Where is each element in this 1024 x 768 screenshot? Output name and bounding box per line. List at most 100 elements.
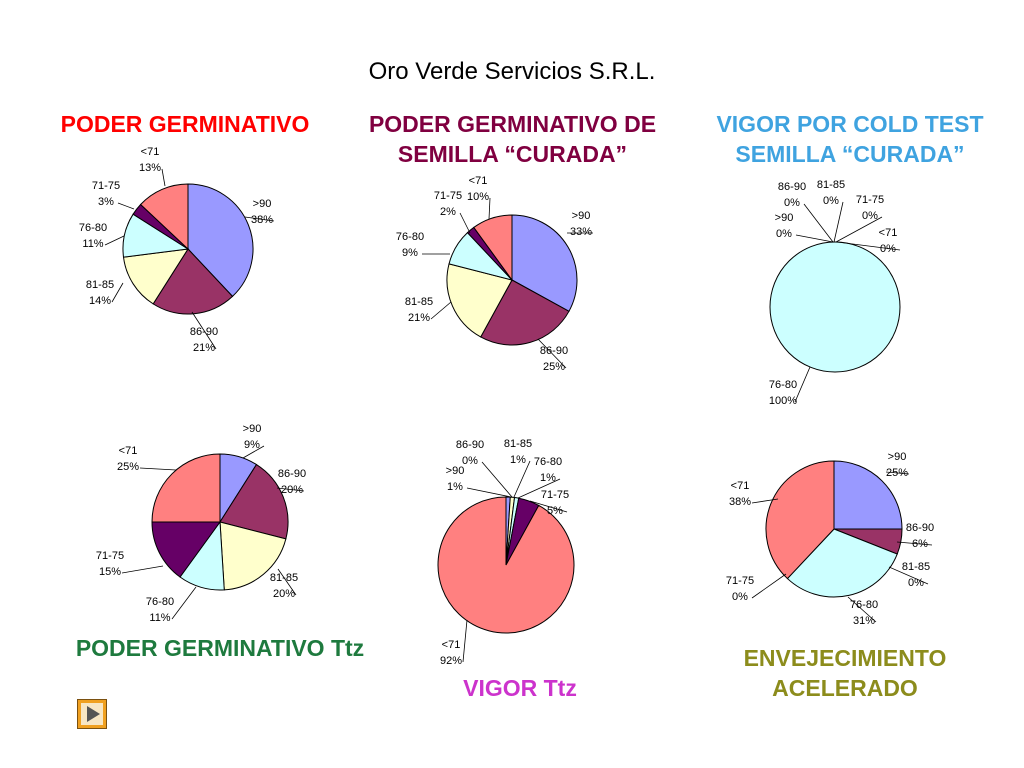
leader-line (121, 565, 164, 574)
slice-label-category: 71-75 (434, 190, 462, 202)
slice-label-percent: 2% (440, 206, 456, 218)
slice-label-percent: 6% (912, 538, 928, 550)
pie-slice-under-71 (139, 183, 189, 251)
slice-label-percent: 92% (440, 655, 462, 667)
next-slide-button[interactable] (77, 699, 107, 729)
chart-heading-poder-germinativo-ttz: PODER GERMINATIVO Ttz (75, 635, 365, 661)
pie-slice-over-90 (511, 214, 578, 312)
slice-label-category: <71 (442, 639, 461, 651)
slice-label-percent: 10% (467, 191, 489, 203)
slice-label-percent: 0% (732, 591, 748, 603)
leader-line (517, 478, 561, 499)
slice-label-category: 71-75 (96, 550, 124, 562)
slice-label-category: 86-90 (778, 181, 806, 193)
slice-label-category: 71-75 (92, 180, 120, 192)
page-title: Oro Verde Servicios S.R.L. (368, 58, 656, 85)
slice-label-category: >90 (243, 423, 262, 435)
slice-label-category: 76-80 (79, 222, 107, 234)
slice-label-category: 76-80 (850, 599, 878, 611)
slice-label-category: 81-85 (504, 438, 532, 450)
slice-label-percent: 11% (149, 612, 170, 624)
leader-line (191, 311, 217, 350)
slice-label-percent: 0% (880, 243, 896, 255)
slice-label-category: 76-80 (396, 231, 424, 243)
leader-line (794, 366, 811, 403)
slice-label-percent: 5% (547, 505, 563, 517)
slice-label-category: <71 (731, 480, 750, 492)
slice-label-percent: 100% (769, 395, 797, 407)
pie-slice-81-85 (219, 521, 287, 591)
leader-line (242, 445, 265, 459)
leader-line (481, 461, 513, 498)
slice-label-percent: 0% (776, 228, 792, 240)
slice-label-percent: 11% (82, 238, 103, 250)
slice-label-category: <71 (141, 146, 160, 158)
slice-label-percent: 38% (251, 214, 273, 226)
leader-line (117, 202, 135, 210)
slice-label-percent: 0% (784, 197, 800, 209)
slice-label-percent: 21% (408, 312, 430, 324)
slice-label-percent: 9% (244, 439, 260, 451)
leader-line (529, 500, 568, 513)
leader-line (161, 168, 166, 187)
play-icon (87, 706, 100, 722)
slice-label-category: >90 (253, 198, 272, 210)
pie-slice-76-80 (769, 241, 901, 373)
leader-line (488, 197, 491, 220)
pie-slice-over-90 (187, 183, 254, 298)
slice-label-category: 86-90 (278, 468, 306, 480)
slice-label-percent: 21% (193, 342, 215, 354)
leader-line (888, 566, 929, 585)
slice-label-percent: 38% (729, 496, 751, 508)
slice-label-percent: 0% (862, 210, 878, 222)
slice-label-percent: 25% (543, 361, 565, 373)
pie-slice-under-71 (151, 453, 221, 523)
slice-label-category: >90 (572, 210, 591, 222)
slice-label-category: 71-75 (541, 489, 569, 501)
slice-label-percent: 15% (99, 566, 121, 578)
leader-line (111, 282, 124, 303)
slice-label-category: <71 (119, 445, 138, 457)
leader-line (244, 216, 275, 222)
slice-label-percent: 31% (853, 615, 875, 627)
slice-label-percent: 3% (98, 196, 114, 208)
slice-label-category: 71-75 (856, 194, 884, 206)
slice-label-percent: 13% (139, 162, 161, 174)
slice-label-category: 81-85 (817, 179, 845, 191)
slice-label-category: 81-85 (405, 296, 433, 308)
slice-label-category: >90 (888, 451, 907, 463)
pie-slice-81-85 (122, 248, 189, 305)
leader-line (751, 498, 779, 504)
slice-label-category: 76-80 (534, 456, 562, 468)
pie-slice-81-85 (446, 263, 513, 338)
leader-line (537, 338, 567, 369)
slice-label-category: 86-90 (456, 439, 484, 451)
chart-heading-envejecimiento: ENVEJECIMIENTO ACELERADO (743, 645, 947, 701)
slice-label-percent: 1% (540, 472, 556, 484)
chart-heading-vigor-ttz: VIGOR Ttz (463, 675, 577, 701)
slice-label-percent: 25% (117, 461, 139, 473)
slice-label-category: 86-90 (190, 326, 218, 338)
slice-label-category: >90 (775, 212, 794, 224)
chart-heading-poder-germinativo-curada: PODER GERMINATIVO DE SEMILLA “CURADA” (368, 111, 657, 167)
slice-label-category: 86-90 (540, 345, 568, 357)
slice-label-category: 71-75 (726, 575, 754, 587)
slice-label-category: >90 (446, 465, 465, 477)
leader-line (139, 467, 177, 471)
leader-line (277, 568, 297, 596)
leader-line (459, 212, 471, 234)
leader-line (513, 460, 531, 498)
pie-slice-76-80 (786, 528, 898, 598)
leader-line (885, 471, 910, 475)
leader-line (847, 596, 877, 623)
slice-label-category: 76-80 (769, 379, 797, 391)
pie-slice-over-90 (833, 460, 903, 530)
leader-line (835, 216, 883, 243)
slice-label-percent: 1% (447, 481, 463, 493)
pie-chart-envejecimiento: >90 25% 86-90 6% 81-85 0% 76-80 31% 71-75 0% <71 38… (726, 451, 934, 627)
leader-line (896, 541, 933, 546)
chart-heading-poder-germinativo: PODER GERMINATIVO (60, 111, 310, 137)
slice-label-percent: 20% (273, 588, 295, 600)
slice-label-category: 76-80 (146, 596, 174, 608)
